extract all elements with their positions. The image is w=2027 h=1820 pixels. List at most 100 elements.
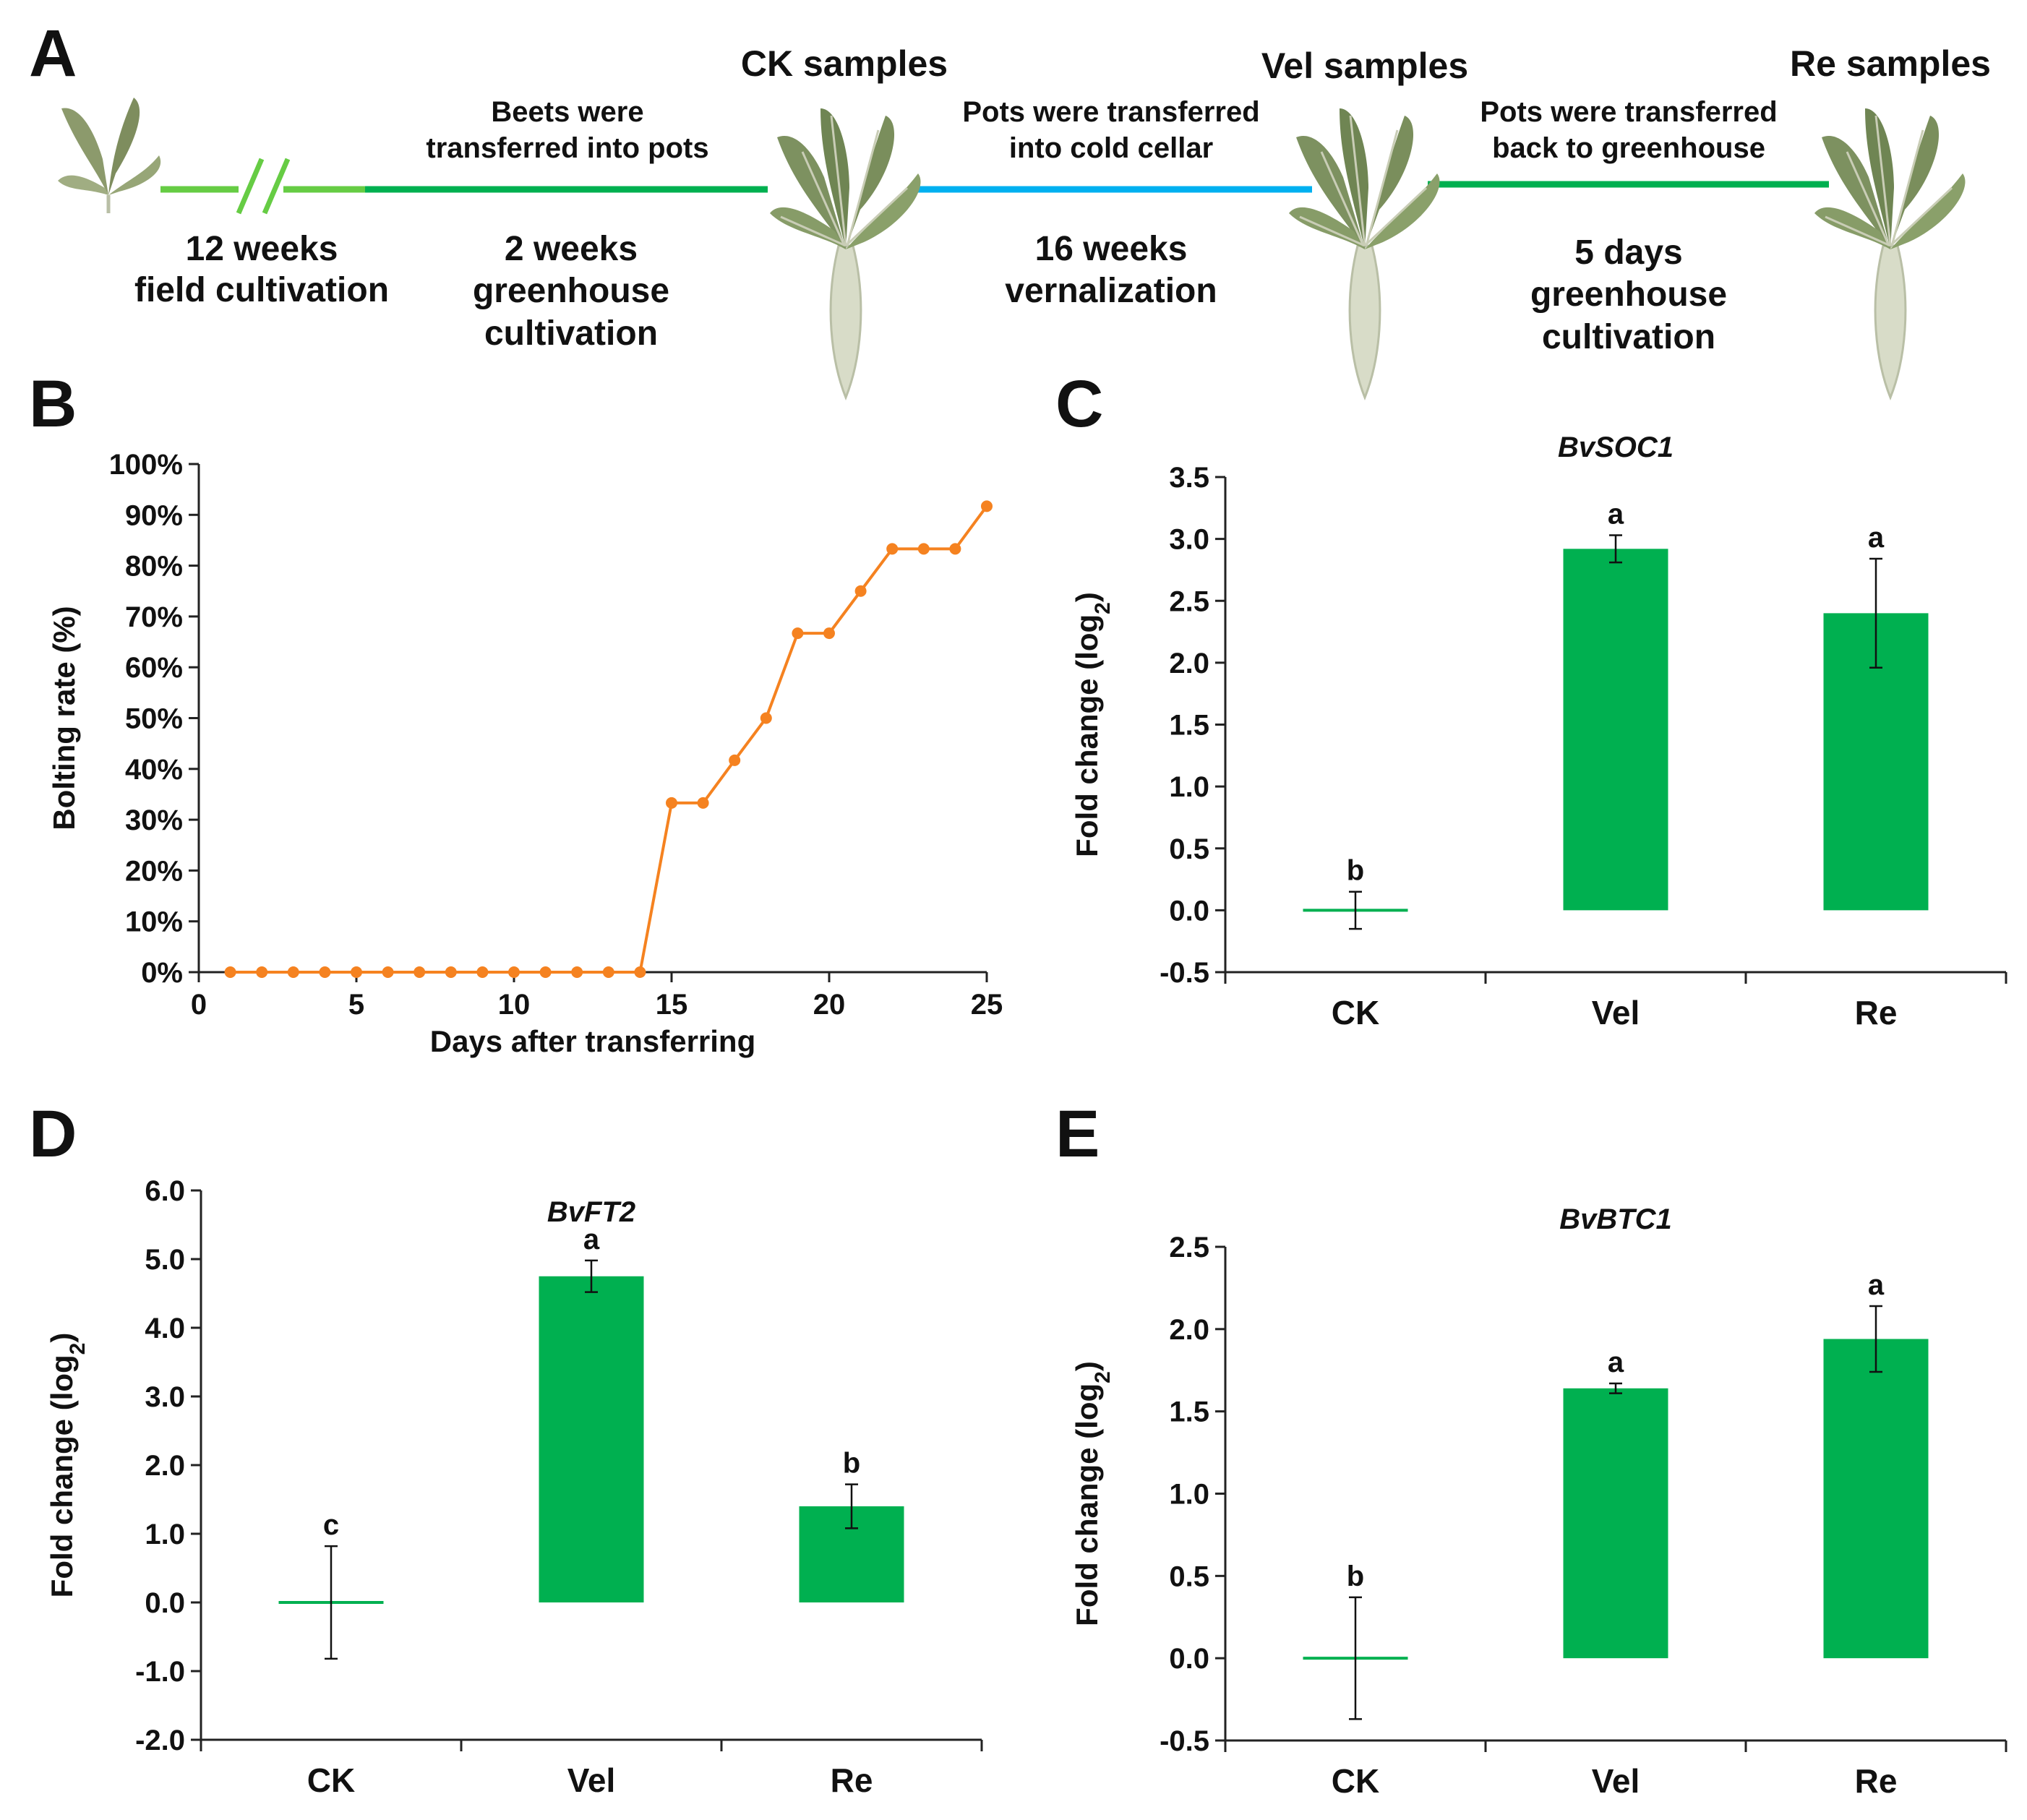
chart-title: BvBTC1 bbox=[1559, 1203, 1672, 1235]
beet-plant-icon bbox=[1287, 107, 1441, 399]
category-label: CK bbox=[1332, 994, 1379, 1031]
y-tick-label: 1.5 bbox=[1169, 1396, 1209, 1428]
y-tick-label: 20% bbox=[125, 855, 183, 887]
y-tick-label: 2.5 bbox=[1169, 1232, 1209, 1263]
significance-letter: a bbox=[1608, 498, 1624, 530]
step4-above-line1: Pots were transferred bbox=[1480, 96, 1777, 128]
x-tick-label: 10 bbox=[498, 989, 531, 1021]
y-tick-label: 100% bbox=[109, 449, 183, 481]
data-point bbox=[886, 543, 899, 555]
y-tick-label: 1.5 bbox=[1169, 710, 1209, 742]
bar-re bbox=[1823, 1339, 1929, 1659]
y-tick-label: 0.5 bbox=[1169, 833, 1209, 865]
y-tick-label: 6.0 bbox=[145, 1175, 185, 1207]
beet-plant-icon bbox=[1813, 107, 1966, 399]
y-tick-label: 2.5 bbox=[1169, 585, 1209, 617]
x-tick-label: 0 bbox=[191, 989, 207, 1021]
significance-letter: c bbox=[323, 1509, 339, 1541]
x-tick-label: 25 bbox=[971, 989, 1003, 1021]
significance-letter: b bbox=[1347, 855, 1364, 887]
chart-title: BvSOC1 bbox=[1558, 432, 1674, 463]
y-tick-label: 1.0 bbox=[1169, 771, 1209, 803]
bvbtc1-bar-chart: -0.5 0.0 0.5 1.0 1.5 2.0 2.5 BvBTC1 Fold change … bbox=[1070, 1203, 2007, 1800]
y-tick-label: 10% bbox=[125, 906, 183, 938]
bvft2-bar-chart: -2.0 -1.0 0.0 1.0 2.0 3.0 4.0 5.0 6.0 BvFT2 Fold c… bbox=[45, 1175, 983, 1799]
data-point bbox=[571, 966, 583, 978]
y-axis-title-subscript: 2 bbox=[1091, 602, 1115, 614]
y-tick-label: 1.0 bbox=[145, 1519, 185, 1550]
bolting-rate-line-chart: 0% 10% 20% 30% 40% 50% 60% 70% 80% 90% 100% 0 5 10 15 2… bbox=[47, 449, 1003, 1058]
beet-plant-icon bbox=[768, 107, 922, 399]
timeline-field-segment bbox=[160, 158, 365, 215]
significance-letter: a bbox=[1868, 522, 1885, 554]
y-axis-title: Fold change (log2) bbox=[1070, 1361, 1115, 1626]
data-point bbox=[602, 966, 614, 978]
category-label: Vel bbox=[1592, 1762, 1640, 1800]
y-tick-label: 90% bbox=[125, 499, 183, 531]
bar-vel bbox=[539, 1276, 644, 1602]
young-beet-plant-icon bbox=[58, 98, 160, 213]
data-point bbox=[224, 966, 236, 978]
x-axis-title: Days after transferring bbox=[430, 1024, 756, 1058]
y-tick-label: 0.0 bbox=[145, 1587, 185, 1619]
chart-title: BvFT2 bbox=[547, 1196, 635, 1228]
y-axis-title: Fold change (log2) bbox=[45, 1333, 90, 1598]
panel-a-timeline: A CK samples Vel samples Re samples Beet… bbox=[29, 17, 1991, 399]
re-samples-title: Re samples bbox=[1790, 43, 1991, 84]
panel-letter-d: D bbox=[29, 1097, 77, 1171]
data-point bbox=[729, 754, 741, 766]
significance-letter: a bbox=[1608, 1347, 1624, 1378]
data-point bbox=[917, 543, 930, 555]
step4-below-line2: greenhouse bbox=[1530, 275, 1727, 314]
data-point bbox=[508, 966, 520, 978]
y-axis-title-end: ) bbox=[1070, 1361, 1104, 1371]
data-point bbox=[382, 966, 394, 978]
y-tick-label: 80% bbox=[125, 551, 183, 583]
y-tick-label: 2.0 bbox=[145, 1450, 185, 1482]
significance-letter: b bbox=[1347, 1561, 1364, 1592]
significance-letter: a bbox=[1868, 1269, 1885, 1301]
y-tick-label: 3.0 bbox=[145, 1381, 185, 1413]
y-axis-title: Fold change (log2) bbox=[1070, 592, 1115, 857]
data-point bbox=[287, 966, 299, 978]
y-tick-label: 0.0 bbox=[1169, 1643, 1209, 1675]
axis-break-mark bbox=[262, 158, 291, 215]
significance-letter: b bbox=[843, 1448, 860, 1480]
step4-above-line2: back to greenhouse bbox=[1492, 132, 1765, 164]
y-tick-label: 1.0 bbox=[1169, 1479, 1209, 1511]
y-axis-title-subscript: 2 bbox=[66, 1343, 90, 1355]
y-axis-title-text: Fold change (log bbox=[45, 1355, 79, 1597]
y-tick-label: 30% bbox=[125, 804, 183, 836]
y-axis-title-subscript: 2 bbox=[1091, 1371, 1115, 1383]
data-point bbox=[413, 966, 426, 978]
data-point bbox=[792, 627, 804, 640]
data-point bbox=[351, 966, 362, 978]
category-label: CK bbox=[1332, 1762, 1379, 1800]
significance-letter: a bbox=[583, 1224, 600, 1255]
vel-samples-title: Vel samples bbox=[1261, 46, 1468, 86]
x-tick-label: 5 bbox=[348, 989, 364, 1021]
data-point bbox=[697, 797, 709, 809]
bolting-rate-line bbox=[230, 505, 988, 974]
step2-above-line1: Beets were bbox=[491, 96, 643, 128]
panel-letter-a: A bbox=[29, 17, 77, 90]
step3-below-line2: vernalization bbox=[1005, 272, 1217, 310]
data-point bbox=[823, 627, 835, 640]
data-point bbox=[981, 500, 993, 512]
category-label: Vel bbox=[567, 1761, 616, 1799]
y-axis-title-text: Fold change (log bbox=[1070, 614, 1104, 857]
step4-below-line1: 5 days bbox=[1574, 233, 1682, 272]
y-tick-label: 3.0 bbox=[1169, 524, 1209, 556]
y-tick-label: 2.0 bbox=[1169, 648, 1209, 679]
y-tick-label: 0.5 bbox=[1169, 1561, 1209, 1592]
y-tick-label: -2.0 bbox=[135, 1725, 185, 1756]
data-point bbox=[854, 585, 867, 597]
x-tick-label: 15 bbox=[656, 989, 688, 1021]
y-tick-label: 0.0 bbox=[1169, 895, 1209, 927]
step2-below-line3: cultivation bbox=[484, 314, 658, 353]
data-point bbox=[319, 966, 331, 978]
category-label: CK bbox=[307, 1761, 355, 1799]
y-axis-title-end: ) bbox=[45, 1333, 79, 1343]
y-tick-label: -1.0 bbox=[135, 1656, 185, 1688]
data-point bbox=[539, 966, 552, 978]
